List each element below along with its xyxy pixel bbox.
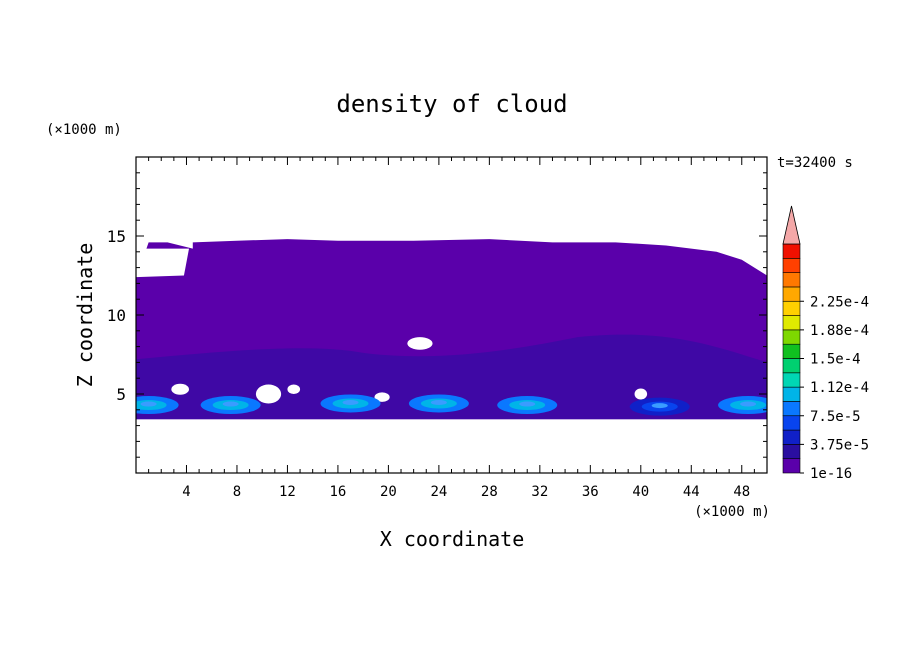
clear-hole xyxy=(407,337,433,350)
clear-hole xyxy=(171,383,190,395)
x-axis: 4 8 12 16 20 24 28 32 36 40 44 48 xyxy=(148,157,755,500)
colorbar-swatch xyxy=(782,415,801,431)
clear-hole xyxy=(287,384,301,395)
colorbar-swatch xyxy=(782,358,801,374)
clear-gap xyxy=(136,248,190,278)
x-tick-label: 20 xyxy=(380,484,397,500)
colorbar: 1e-16 3.75e-5 7.5e-5 1.12e-4 1.5e-4 1.88e-4 2.… xyxy=(782,205,869,482)
lower-cloud-shade xyxy=(136,334,767,420)
density-peak xyxy=(430,399,447,405)
colorbar-label: 1e-16 xyxy=(810,466,852,482)
x-tick-label: 40 xyxy=(632,484,649,500)
density-peak xyxy=(140,401,157,407)
colorbar-label: 1.12e-4 xyxy=(810,380,869,396)
colorbar-label: 1.5e-4 xyxy=(810,352,861,368)
colorbar-label: 7.5e-5 xyxy=(810,409,861,425)
y-axis-label: Z coordinate xyxy=(73,243,97,388)
density-peak xyxy=(740,401,757,407)
colorbar-swatch xyxy=(782,315,801,331)
colorbar-swatch xyxy=(782,401,801,417)
density-peak xyxy=(519,401,536,407)
colorbar-swatch xyxy=(782,286,801,302)
x-tick-label: 44 xyxy=(683,484,700,500)
x-axis-label: X coordinate xyxy=(380,527,525,551)
clear-hole xyxy=(374,392,390,402)
x-tick-label: 48 xyxy=(733,484,750,500)
clear-hole xyxy=(634,388,648,400)
colorbar-swatch xyxy=(782,300,801,316)
time-label: t=32400 s xyxy=(777,155,853,171)
x-tick-label: 28 xyxy=(481,484,498,500)
density-peak xyxy=(342,399,359,405)
colorbar-swatch xyxy=(782,386,801,402)
colorbar-swatch xyxy=(782,329,801,345)
y-tick-label: 10 xyxy=(107,306,126,325)
colorbar-swatch xyxy=(782,258,801,273)
density-peak xyxy=(651,403,668,409)
density-peak xyxy=(222,401,239,407)
colorbar-label: 2.25e-4 xyxy=(810,294,869,310)
colorbar-swatch xyxy=(782,429,801,445)
y-unit-label: (×1000 m) xyxy=(46,122,122,138)
x-unit-label: (×1000 m) xyxy=(694,504,770,520)
colorbar-swatch xyxy=(782,372,801,388)
cloud-field xyxy=(136,239,767,420)
colorbar-label: 1.88e-4 xyxy=(810,323,869,339)
colorbar-swatch xyxy=(782,458,801,474)
colorbar-swatch xyxy=(782,343,801,359)
colorbar-swatch xyxy=(782,444,801,459)
x-tick-label: 4 xyxy=(182,484,190,500)
x-tick-label: 8 xyxy=(233,484,241,500)
colorbar-label: 3.75e-5 xyxy=(810,437,869,453)
y-tick-label: 5 xyxy=(116,385,126,404)
colorbar-swatch xyxy=(782,272,801,288)
x-tick-label: 32 xyxy=(531,484,548,500)
y-axis: 5 10 15 xyxy=(107,172,767,458)
x-tick-label: 36 xyxy=(582,484,599,500)
chart-title: density of cloud xyxy=(336,90,567,118)
x-tick-label: 24 xyxy=(430,484,447,500)
colorbar-extend-arrow xyxy=(782,205,801,245)
x-tick-label: 16 xyxy=(329,484,346,500)
colorbar-swatch xyxy=(782,243,801,259)
clear-hole xyxy=(255,384,282,404)
x-tick-label: 12 xyxy=(279,484,296,500)
y-tick-label: 15 xyxy=(107,227,126,246)
